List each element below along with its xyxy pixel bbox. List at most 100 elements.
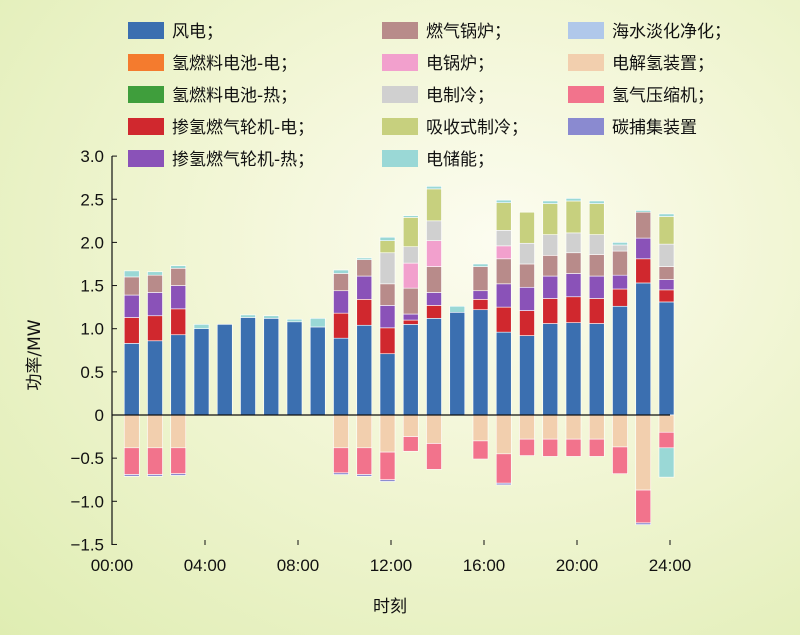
bar-segment-h1-s4 bbox=[123, 294, 140, 318]
bar-segment-h16-s5 bbox=[472, 266, 489, 292]
bar-segment-h16-s0 bbox=[472, 309, 489, 416]
bar-segment-h2-s0 bbox=[147, 340, 163, 416]
bar-segment-h14-s6 bbox=[426, 240, 442, 267]
bar-segment-h3-s0 bbox=[170, 334, 187, 416]
legend-swatch bbox=[128, 118, 164, 135]
bar-segment-h18-s7 bbox=[519, 242, 535, 265]
y-tick-label: −1.5 bbox=[70, 535, 104, 554]
bar-segment-h17-s12 bbox=[495, 453, 512, 484]
bar-segment-h17-s4 bbox=[495, 283, 512, 308]
x-tick-label: 24:00 bbox=[649, 556, 692, 575]
bar-segment-h7-s0 bbox=[263, 318, 280, 416]
bar-segment-h24-s4 bbox=[658, 279, 675, 291]
legend-swatch bbox=[128, 86, 164, 103]
bar-segment-h21-s0 bbox=[588, 323, 605, 416]
bar-segment-h23-s4 bbox=[635, 237, 652, 260]
bar-segment-h13-s0 bbox=[402, 324, 419, 416]
legend-label: 氢气压缩机； bbox=[612, 86, 714, 106]
bar-segment-h13-s5 bbox=[402, 287, 419, 315]
bar-segment-h13-s3 bbox=[402, 319, 419, 325]
bar-segment-h8-s0 bbox=[286, 321, 303, 416]
legend-label: 风电； bbox=[172, 22, 223, 42]
x-tick-label: 16:00 bbox=[463, 556, 506, 575]
legend-swatch bbox=[128, 54, 164, 71]
bar-segment-h14-s8 bbox=[426, 188, 442, 222]
bar-segment-h17-s0 bbox=[495, 331, 512, 416]
y-tick-label: −1.0 bbox=[70, 492, 104, 511]
legend-swatch bbox=[568, 54, 604, 71]
bar-layer bbox=[123, 186, 675, 525]
legend-swatch bbox=[128, 22, 164, 39]
bar-segment-h23-s5 bbox=[635, 211, 652, 239]
bar-segment-h14-s7 bbox=[426, 220, 442, 241]
bar-segment-h10-s5 bbox=[333, 273, 349, 292]
legend-label: 电锅炉； bbox=[426, 54, 494, 74]
bar-segment-h13-s4 bbox=[402, 313, 419, 321]
bar-segment-h19-s9 bbox=[542, 200, 559, 204]
bar-segment-h24-s3 bbox=[658, 289, 675, 303]
bar-segment-h3-s13 bbox=[170, 473, 187, 476]
legend-label: 掺氢燃气轮机-电； bbox=[172, 118, 314, 138]
bar-segment-h19-s3 bbox=[542, 298, 559, 324]
bar-segment-h11-s9 bbox=[356, 257, 373, 260]
bar-segment-h3-s3 bbox=[170, 308, 187, 336]
bar-segment-h15-s9 bbox=[449, 305, 466, 313]
legend-swatch bbox=[568, 86, 604, 103]
bar-segment-h10-s12 bbox=[333, 447, 349, 474]
legend-swatch bbox=[568, 118, 604, 135]
bar-segment-h13-s9 bbox=[402, 215, 419, 218]
bar-segment-h1-s3 bbox=[123, 317, 140, 344]
bar-segment-h11-s0 bbox=[356, 324, 373, 416]
legend-swatch bbox=[382, 86, 418, 103]
x-tick-label: 00:00 bbox=[91, 556, 134, 575]
bar-segment-h16-s12 bbox=[472, 440, 489, 460]
legend-label: 掺氢燃气轮机-热； bbox=[172, 150, 314, 170]
legend-swatch bbox=[382, 54, 418, 71]
y-tick-label: 2.0 bbox=[80, 233, 104, 252]
bar-segment-h21-s7 bbox=[588, 234, 605, 255]
bar-segment-h12-s9 bbox=[379, 236, 396, 241]
bar-segment-h23-s0 bbox=[635, 282, 652, 416]
bar-segment-h13-s8 bbox=[402, 217, 419, 248]
bar-segment-h2-s3 bbox=[147, 315, 163, 342]
bar-segment-h13-s7 bbox=[402, 246, 419, 264]
bar-segment-h23-s11 bbox=[635, 414, 652, 491]
bar-segment-h11-s3 bbox=[356, 299, 373, 326]
bar-segment-h10-s0 bbox=[333, 337, 349, 416]
bar-segment-h20-s8 bbox=[565, 200, 582, 234]
bar-segment-h2-s4 bbox=[147, 292, 163, 317]
legend-label: 氢燃料电池-热； bbox=[172, 86, 297, 106]
bar-segment-h19-s4 bbox=[542, 275, 559, 299]
y-tick-label: 1.0 bbox=[80, 320, 104, 339]
bar-segment-h11-s12 bbox=[356, 447, 373, 475]
legend-swatch bbox=[382, 118, 418, 135]
bar-segment-h15-s0 bbox=[449, 312, 466, 416]
legend-label: 氢燃料电池-电； bbox=[172, 54, 297, 74]
bar-segment-h1-s5 bbox=[123, 276, 140, 296]
bar-segment-h14-s0 bbox=[426, 318, 442, 416]
bar-segment-h24-s5 bbox=[658, 266, 675, 280]
legend-label: 电储能； bbox=[426, 150, 494, 170]
bar-segment-h17-s6 bbox=[495, 245, 512, 260]
bar-segment-h13-s6 bbox=[402, 262, 419, 289]
y-tick-label: 1.5 bbox=[80, 277, 104, 296]
legend-label: 电解氢装置； bbox=[612, 54, 714, 74]
bar-segment-h2-s5 bbox=[147, 274, 163, 293]
bar-segment-h18-s3 bbox=[519, 310, 535, 336]
bar-segment-h20-s9 bbox=[565, 198, 582, 202]
bar-segment-h24-s14 bbox=[658, 447, 675, 478]
bar-segment-h21-s12 bbox=[588, 438, 605, 457]
legend-label: 吸收式制冷； bbox=[426, 118, 528, 138]
axes: 3.0 2.5 2.0 1.5 1.0 0.5 0 −0.5 −1.0 −1.5 00:00 04:0… bbox=[70, 147, 691, 575]
bar-segment-h12-s5 bbox=[379, 283, 396, 306]
bar-segment-h14-s11 bbox=[426, 414, 442, 444]
x-tick-label: 04:00 bbox=[184, 556, 227, 575]
bar-segment-h10-s9 bbox=[333, 269, 349, 274]
bar-segment-h22-s3 bbox=[612, 288, 628, 307]
bar-segment-h4-s0 bbox=[193, 328, 210, 416]
bar-segment-h20-s3 bbox=[565, 296, 582, 323]
bar-segment-h19-s0 bbox=[542, 323, 559, 416]
bar-segment-h22-s12 bbox=[612, 446, 628, 474]
bar-segment-h6-s0 bbox=[240, 317, 256, 416]
bar-segment-h16-s4 bbox=[472, 290, 489, 300]
